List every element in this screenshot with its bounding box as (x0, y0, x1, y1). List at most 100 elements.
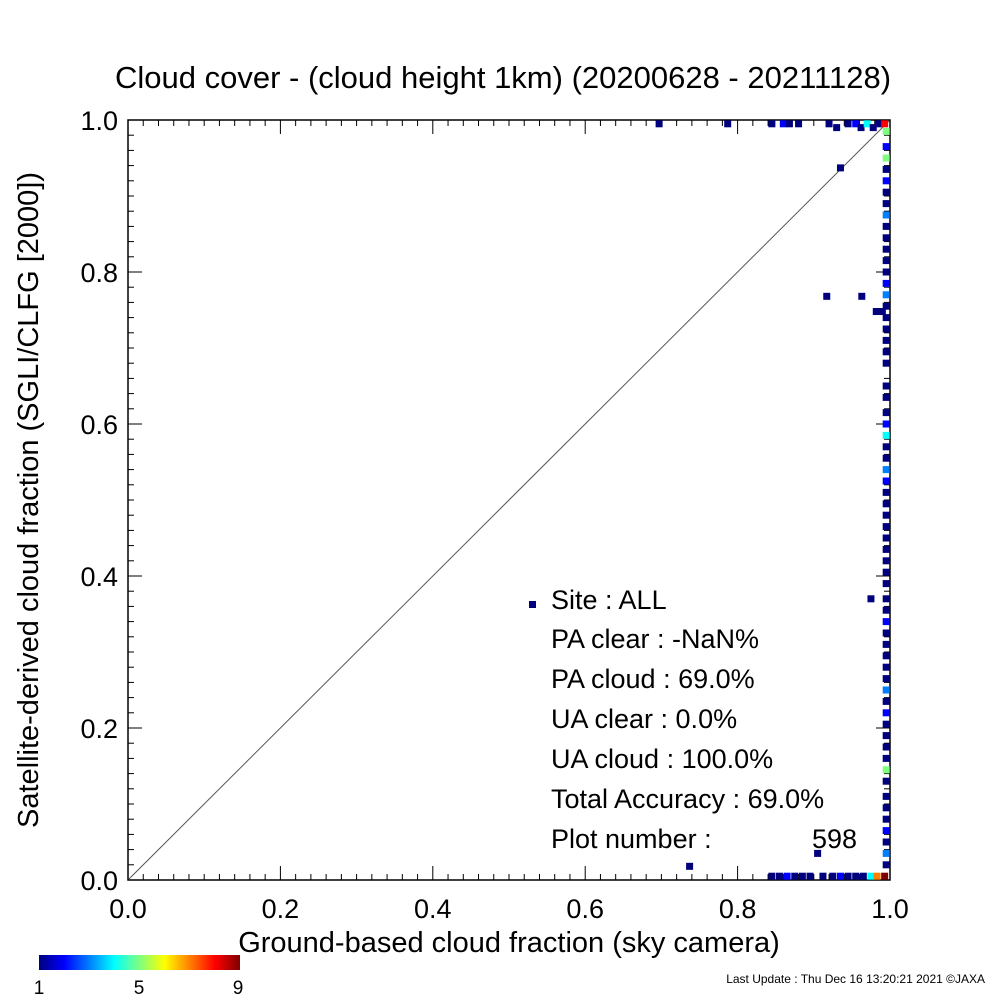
data-point (882, 652, 890, 660)
data-point (859, 872, 867, 880)
data-point (882, 629, 890, 637)
data-point (882, 663, 890, 671)
data-point (882, 815, 890, 823)
data-point (882, 382, 890, 390)
data-point (867, 595, 875, 603)
data-point (814, 849, 822, 857)
data-point (882, 766, 890, 774)
data-point (882, 545, 890, 553)
x-axis-label: Ground-based cloud fraction (sky camera) (238, 927, 780, 959)
data-point (882, 675, 890, 683)
data-point (836, 164, 844, 172)
chart-title: Cloud cover - (cloud height 1km) (202006… (115, 60, 891, 95)
data-point (882, 827, 890, 835)
colorbar-max-label: 9 (233, 978, 244, 999)
stat-pa-cloud: PA cloud : 69.0% (551, 664, 755, 694)
data-point (882, 302, 890, 310)
data-point (882, 245, 890, 253)
data-point (783, 872, 791, 880)
data-point (806, 872, 814, 880)
data-point (867, 872, 875, 880)
y-tick-label: 0.6 (80, 410, 118, 440)
stat-total-accuracy: Total Accuracy : 69.0% (551, 784, 824, 814)
data-point (795, 120, 803, 128)
data-point (882, 200, 890, 208)
data-point (858, 292, 866, 300)
data-point (791, 872, 799, 880)
data-point (882, 838, 890, 846)
data-point (875, 120, 883, 128)
stat-ua-cloud: UA cloud : 100.0% (551, 744, 773, 774)
data-point (882, 165, 890, 173)
stat-plot-number-value: 598 (812, 824, 857, 854)
data-point (724, 120, 732, 128)
data-point (882, 348, 890, 356)
data-point (882, 709, 890, 717)
data-point (882, 234, 890, 242)
y-tick-label: 0.4 (80, 562, 118, 592)
data-point (882, 188, 890, 196)
colorbar-mid-label: 5 (134, 978, 145, 999)
data-point (852, 120, 860, 128)
data-point (785, 120, 793, 128)
data-point (882, 127, 890, 135)
data-point (881, 120, 889, 128)
stat-pa-clear: PA clear : -NaN% (551, 624, 759, 654)
data-point (857, 124, 865, 132)
data-point (819, 872, 827, 880)
data-point (882, 279, 890, 287)
data-point (882, 804, 890, 812)
x-tick-labels: 0.0 0.2 0.4 0.6 0.8 1.0 (109, 894, 909, 924)
data-point (882, 477, 890, 485)
data-point (825, 120, 833, 128)
data-point (882, 534, 890, 542)
data-point (882, 849, 890, 857)
data-point (882, 732, 890, 740)
colorbar (39, 955, 240, 970)
y-tick-label: 0.8 (80, 258, 118, 288)
data-point (882, 568, 890, 576)
data-point (882, 291, 890, 299)
data-point (882, 257, 890, 265)
data-point (768, 120, 776, 128)
x-tick-label: 0.6 (566, 894, 604, 924)
data-point (882, 409, 890, 417)
y-tick-label: 0.2 (80, 714, 118, 744)
data-point (882, 222, 890, 230)
data-point (844, 872, 852, 880)
data-point (776, 872, 784, 880)
data-point (798, 872, 806, 880)
data-point (882, 606, 890, 614)
last-update-text: Last Update : Thu Dec 16 13:20:21 2021 ©… (726, 972, 985, 986)
y-tick-label: 1.0 (80, 106, 118, 136)
data-point (882, 325, 890, 333)
data-point (852, 872, 860, 880)
x-tick-label: 0.2 (262, 894, 300, 924)
data-point (882, 268, 890, 276)
data-point (863, 120, 871, 128)
colorbar-min-label: 1 (34, 978, 45, 999)
data-point (686, 862, 694, 870)
data-point (882, 792, 890, 800)
data-point (882, 580, 890, 588)
data-point (873, 872, 881, 880)
x-tick-label: 0.8 (719, 894, 757, 924)
data-point (882, 557, 890, 565)
data-points (655, 120, 890, 880)
data-point (823, 292, 831, 300)
data-point (882, 431, 890, 439)
data-point (882, 443, 890, 451)
data-point (882, 359, 890, 367)
data-point (882, 466, 890, 474)
data-point (768, 872, 776, 880)
y-tick-label: 0.0 (80, 866, 118, 896)
data-point (882, 393, 890, 401)
data-point (882, 314, 890, 322)
data-point (881, 872, 889, 880)
x-tick-label: 0.0 (109, 894, 147, 924)
data-point (869, 124, 877, 132)
data-point (882, 488, 890, 496)
data-point (882, 754, 890, 762)
stat-plot-number-label: Plot number : (551, 824, 712, 854)
